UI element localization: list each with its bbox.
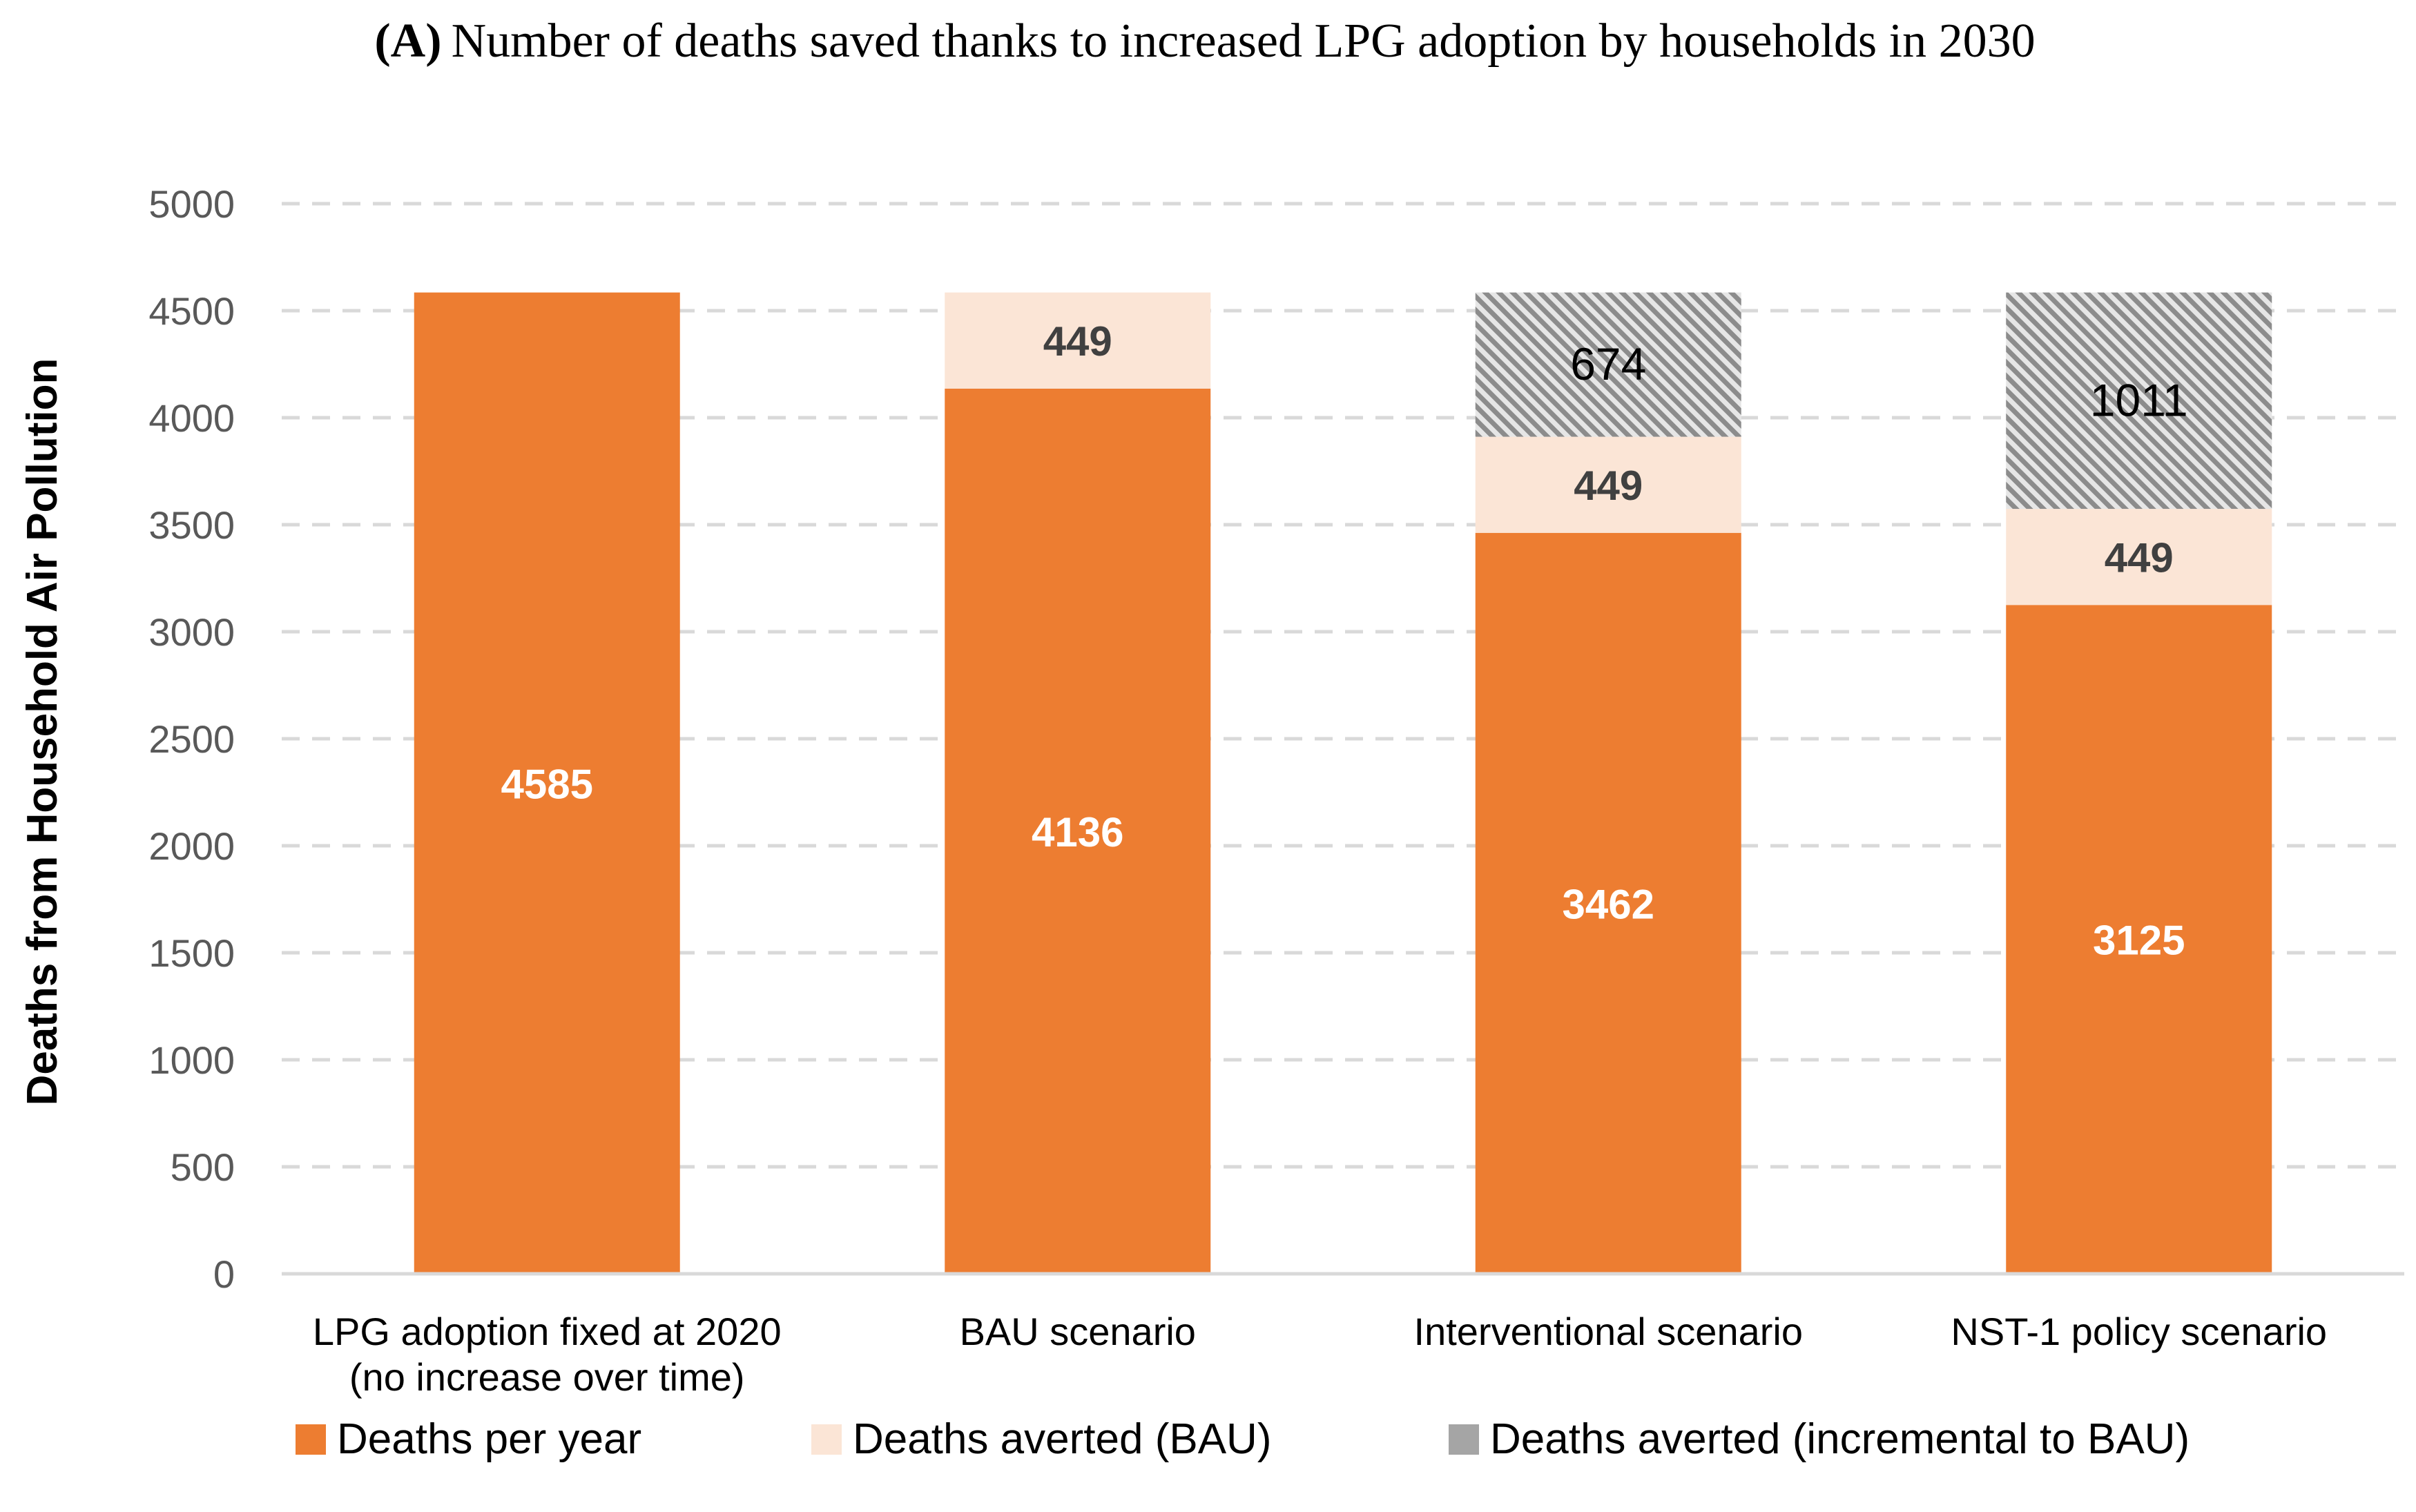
bar-segment	[2006, 292, 2272, 510]
bars	[414, 292, 2272, 1274]
data-label: 1011	[2090, 374, 2188, 425]
data-label: 3125	[2093, 918, 2185, 964]
x-axis-categories: LPG adoption fixed at 2020(no increase o…	[313, 1310, 2327, 1399]
chart-title-main: Number of deaths saved thanks to increas…	[452, 14, 2036, 68]
data-label: 449	[2105, 535, 2174, 581]
y-axis-label: Deaths from Household Air Pollution	[19, 358, 66, 1106]
bar-segment	[1475, 436, 1741, 533]
data-label: 449	[1574, 463, 1643, 509]
legend: Deaths per year Deaths averted (BAU) Death…	[296, 1415, 2190, 1463]
y-tick-label: 0	[213, 1252, 235, 1296]
data-label: 4136	[1032, 809, 1123, 855]
legend-swatch	[1449, 1424, 1479, 1455]
bar-segment	[945, 388, 1211, 1274]
bar-segment	[2006, 605, 2272, 1274]
chart-title: (A) Number of deaths saved thanks to incr…	[374, 14, 2035, 68]
y-tick-label: 2500	[148, 717, 235, 761]
y-tick-label: 3000	[148, 610, 235, 654]
y-tick-label: 1500	[148, 931, 235, 975]
bar-segment	[2006, 509, 2272, 605]
y-tick-label: 4500	[148, 289, 235, 333]
legend-label: Deaths averted (incremental to BAU)	[1490, 1415, 2190, 1463]
x-tick-label: BAU scenario	[960, 1310, 1196, 1353]
data-label: 449	[1043, 318, 1112, 365]
x-tick-label: (no increase over time)	[349, 1355, 745, 1399]
y-tick-label: 3500	[148, 503, 235, 547]
data-label: 674	[1570, 338, 1646, 389]
data-labels: 4585 4136 449 3462 449 674 3125 449 1011	[501, 318, 2188, 963]
legend-label: Deaths per year	[337, 1415, 641, 1463]
legend-swatch	[296, 1424, 326, 1455]
y-tick-label: 2000	[148, 824, 235, 868]
bar-segment	[414, 292, 680, 1274]
y-tick-label: 1000	[148, 1038, 235, 1082]
bar-segment	[945, 292, 1211, 389]
chart-title-prefix: (A)	[374, 14, 441, 68]
x-tick-label: Interventional scenario	[1414, 1310, 1803, 1353]
legend-swatch	[811, 1424, 842, 1455]
y-tick-label: 500	[171, 1145, 235, 1189]
legend-label: Deaths averted (BAU)	[853, 1415, 1271, 1463]
bar-segment	[1475, 532, 1741, 1274]
data-label: 4585	[501, 761, 593, 807]
data-label: 3462	[1563, 881, 1654, 927]
x-tick-label: NST-1 policy scenario	[1951, 1310, 2327, 1353]
y-axis-ticks: 0 500 1000 1500 2000 2500 3000 3500 4000 4500 5000	[148, 182, 235, 1296]
y-tick-label: 5000	[148, 182, 235, 226]
x-tick-label: LPG adoption fixed at 2020	[313, 1310, 782, 1353]
y-tick-label: 4000	[148, 396, 235, 440]
bar-segment	[1475, 292, 1741, 437]
